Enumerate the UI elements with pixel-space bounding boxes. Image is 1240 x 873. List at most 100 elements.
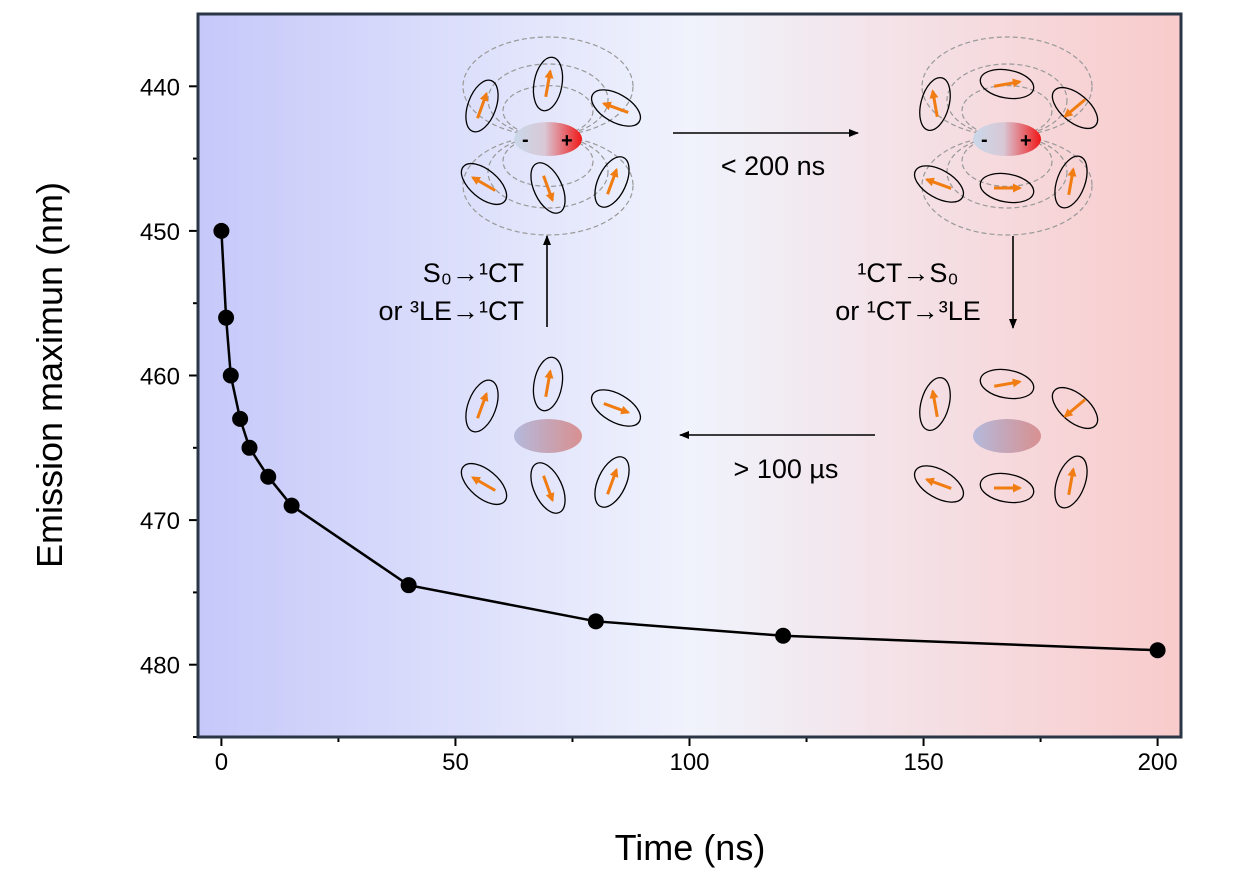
plot-frame	[196, 12, 1183, 739]
y-tick-label: 470	[140, 508, 180, 535]
solvent-ellipse	[460, 162, 508, 206]
solvent-molecule	[594, 456, 630, 508]
orange-arrow-icon	[471, 176, 497, 192]
orange-arrow-icon	[476, 91, 489, 119]
orange-arrow-icon	[924, 477, 952, 490]
orange-arrow-icon	[603, 402, 631, 415]
solvent-molecule	[1054, 455, 1088, 509]
neutral-molecule	[973, 419, 1041, 453]
solvent-molecule	[465, 379, 499, 433]
solvent-ellipse	[1054, 155, 1088, 209]
solvent-molecule	[1051, 86, 1099, 130]
minus-sign: -	[522, 129, 529, 151]
solvent-molecule	[979, 472, 1035, 504]
orange-arrow-icon	[993, 378, 1022, 388]
x-tick-label: 150	[904, 749, 944, 776]
solvent-ellipse	[979, 472, 1035, 504]
orange-arrow-icon	[544, 69, 554, 98]
y-axis-title: Emission maximun (nm)	[29, 182, 70, 568]
solvent-ellipse	[1051, 386, 1099, 430]
solvent-ellipse	[460, 462, 508, 506]
mechanism-diagram: - + - +	[460, 36, 1099, 514]
orange-arrow-icon	[544, 369, 554, 398]
forward-time-label: < 200 ns	[721, 151, 825, 181]
x-axis-title: Time (ns)	[615, 827, 766, 868]
orange-arrow-icon	[924, 177, 952, 190]
minus-sign: -	[981, 129, 988, 151]
solvent-ellipse	[590, 89, 642, 127]
solvent-molecule	[532, 356, 564, 412]
x-tick-label: 200	[1138, 749, 1178, 776]
y-tick-label: 460	[140, 364, 180, 391]
orange-arrow-icon	[542, 175, 555, 203]
solvent-molecule	[460, 462, 508, 506]
solvent-ellipse	[530, 462, 566, 514]
x-tick-label: 0	[215, 749, 228, 776]
data-point	[241, 439, 258, 456]
neutral-molecule	[514, 419, 582, 453]
orange-arrow-icon	[606, 467, 619, 495]
solvent-ellipse	[979, 172, 1035, 204]
solvent-molecule	[919, 377, 951, 431]
right-transition-label-1: ¹CT→S₀	[857, 258, 958, 288]
solvent-molecule	[532, 56, 564, 112]
solvent-ellipse	[465, 379, 499, 433]
solvent-ellipse	[1051, 86, 1099, 130]
field-line	[487, 135, 609, 209]
solvent-molecule	[530, 162, 566, 214]
solvent-ellipse	[1054, 455, 1088, 509]
backward-time-label: > 100 µs	[734, 454, 839, 484]
left-transition-label-1: S₀→¹CT	[423, 258, 524, 288]
data-point	[232, 410, 249, 427]
solvent-molecule	[460, 162, 508, 206]
data-point	[213, 222, 230, 239]
solvent-ellipse	[465, 79, 499, 133]
solvent-molecule	[594, 156, 630, 208]
dipole-molecule	[973, 122, 1041, 156]
solvent-molecule	[979, 172, 1035, 204]
x-tick-label: 50	[442, 749, 469, 776]
neutral-state	[460, 356, 642, 514]
solvent-ellipse	[530, 162, 566, 214]
orange-arrow-icon	[1063, 98, 1086, 118]
orange-arrow-icon	[1067, 167, 1077, 196]
solvent-molecule	[919, 77, 951, 131]
solvent-ellipse	[919, 77, 951, 131]
orange-arrow-icon	[929, 89, 939, 118]
solvent-ellipse	[590, 389, 642, 427]
orange-arrow-icon	[542, 475, 555, 503]
solvent-molecule	[530, 462, 566, 514]
data-point	[400, 577, 417, 594]
solvent-ellipse	[532, 56, 564, 112]
charged-dipole-state: - +	[460, 36, 642, 236]
y-tick-label: 480	[140, 653, 180, 680]
left-transition-label-2: or ³LE→¹CT	[378, 296, 524, 326]
solvent-ellipse	[919, 377, 951, 431]
solvent-molecule	[1051, 386, 1099, 430]
dipole-molecule	[514, 122, 582, 156]
data-series	[213, 222, 1166, 659]
solvent-molecule	[979, 68, 1035, 100]
orange-arrow-icon	[476, 391, 489, 419]
axes: 0 50 100 150 200 440 450 460 470 480	[140, 74, 1178, 776]
orange-arrow-icon	[1067, 467, 1077, 496]
y-tick-label: 450	[140, 219, 180, 246]
solvent-molecule	[913, 165, 965, 203]
orange-arrow-icon	[601, 101, 629, 114]
plus-sign: +	[561, 130, 573, 152]
neutral-state	[913, 368, 1099, 509]
solvent-ellipse	[532, 356, 564, 412]
orange-arrow-icon	[929, 389, 939, 418]
solvent-molecule	[590, 389, 642, 427]
data-point	[1149, 642, 1166, 659]
data-point	[587, 613, 604, 630]
data-point	[775, 627, 792, 644]
orange-arrow-icon	[1063, 398, 1086, 418]
x-tick-label: 100	[669, 749, 709, 776]
data-point	[260, 468, 277, 485]
solvent-ellipse	[979, 68, 1035, 100]
y-tick-label: 440	[140, 74, 180, 101]
right-transition-label-2: or ¹CT→³LE	[835, 296, 981, 326]
data-point	[218, 309, 235, 326]
